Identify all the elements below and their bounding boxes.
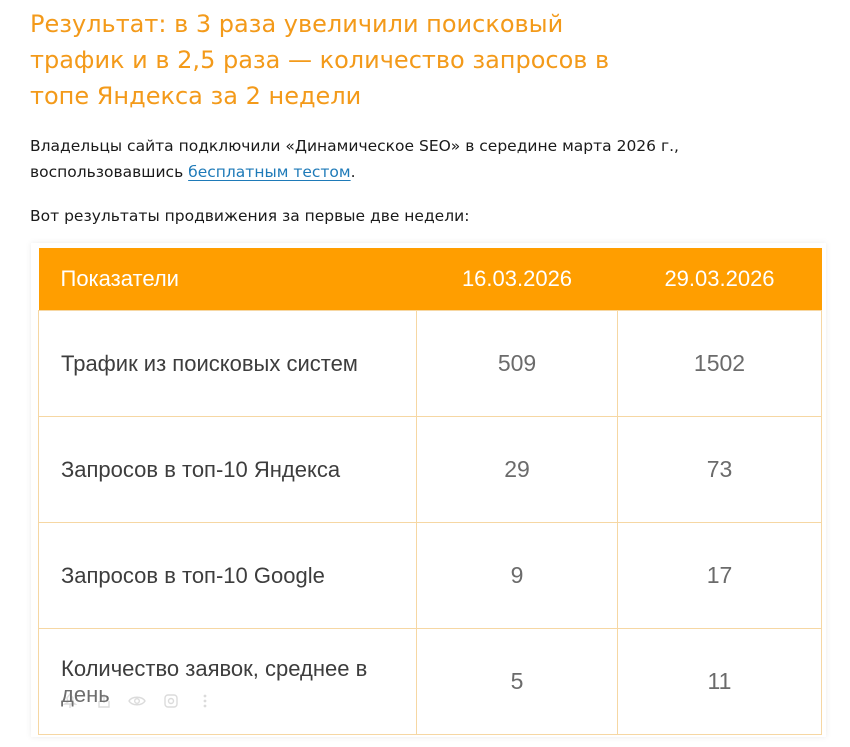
header-metrics: Показатели xyxy=(38,248,417,311)
eye-icon[interactable] xyxy=(128,691,148,711)
row-label: Запросов в топ-10 Яндекса xyxy=(38,416,417,523)
intro-paragraph: Владельцы сайта подключили «Динамическое… xyxy=(30,133,750,185)
table-row: Запросов в топ-10 Google 9 17 xyxy=(38,522,822,629)
more-vertical-icon[interactable] xyxy=(195,691,215,711)
row-value-after: 1502 xyxy=(617,310,822,417)
results-intro-text: Вот результаты продвижения за первые две… xyxy=(30,207,470,225)
header-date-before: 16.03.2026 xyxy=(416,248,618,311)
table-row: Количество заявок, среднее в день 5 11 xyxy=(38,628,822,735)
page-headline: Результат: в 3 раза увеличили поисковый … xyxy=(30,10,610,110)
free-test-link[interactable]: бесплатным тестом xyxy=(188,163,351,181)
image-hover-toolbar xyxy=(50,686,215,716)
table-row: Трафик из поисковых систем 509 1502 xyxy=(38,310,822,417)
row-value-before: 9 xyxy=(416,522,618,629)
pin-icon[interactable] xyxy=(60,691,80,711)
lens-icon[interactable] xyxy=(161,691,181,711)
row-value-after: 73 xyxy=(617,416,822,523)
table-header-row: Показатели 16.03.2026 29.03.2026 xyxy=(38,248,822,311)
row-label: Запросов в топ-10 Google xyxy=(38,522,417,629)
intro-text-before-link: Владельцы сайта подключили «Динамическое… xyxy=(30,137,679,181)
row-label: Трафик из поисковых систем xyxy=(38,310,417,417)
table-row: Запросов в топ-10 Яндекса 29 73 xyxy=(38,416,822,523)
row-value-before: 29 xyxy=(416,416,618,523)
row-value-after: 11 xyxy=(617,628,822,735)
row-value-after: 17 xyxy=(617,522,822,629)
row-value-before: 5 xyxy=(416,628,618,735)
share-icon[interactable] xyxy=(94,691,114,711)
header-date-after: 29.03.2026 xyxy=(617,248,822,311)
results-table: Показатели 16.03.2026 29.03.2026 Трафик … xyxy=(38,248,822,735)
row-label: Количество заявок, среднее в день xyxy=(38,628,417,735)
intro-text-after-link: . xyxy=(350,163,356,181)
row-value-before: 509 xyxy=(416,310,618,417)
